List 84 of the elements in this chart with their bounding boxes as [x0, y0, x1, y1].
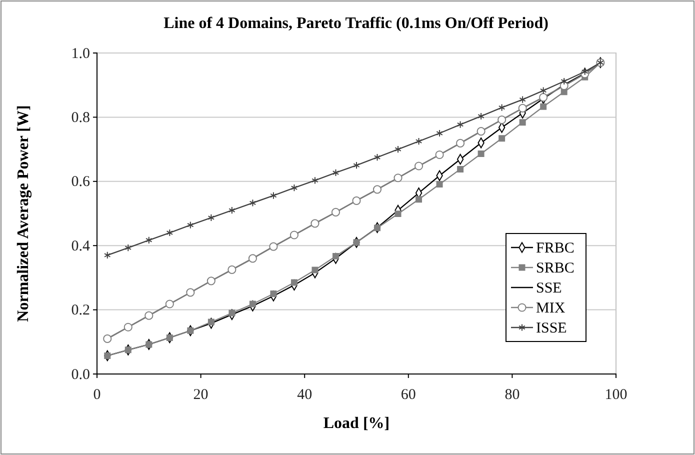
point	[166, 228, 174, 237]
point	[476, 127, 486, 136]
point	[269, 242, 278, 251]
point	[518, 104, 527, 112]
point	[165, 300, 174, 308]
point	[560, 77, 568, 86]
point	[187, 221, 194, 229]
point	[228, 310, 236, 316]
point	[208, 318, 214, 326]
point	[310, 219, 320, 228]
legend-label: SRBC	[536, 260, 574, 276]
x-tick-label: 80	[504, 387, 520, 403]
point	[332, 252, 339, 260]
point	[498, 115, 506, 124]
y-tick-label: 0.4	[71, 238, 90, 254]
point	[331, 208, 340, 216]
point	[372, 185, 382, 194]
point	[144, 311, 154, 320]
point	[519, 119, 526, 126]
point	[374, 154, 381, 162]
point	[456, 138, 465, 148]
point	[478, 150, 484, 158]
point	[416, 196, 422, 203]
point	[498, 104, 506, 112]
point	[582, 68, 588, 76]
point	[498, 135, 506, 142]
point	[457, 166, 464, 172]
point	[146, 236, 152, 244]
point	[540, 103, 547, 110]
y-tick-label: 1.0	[71, 46, 90, 62]
chart-title: Line of 4 Domains, Pareto Traffic (0.1ms On/Off Period)	[164, 15, 548, 32]
point	[394, 174, 402, 182]
y-tick-label: 0.2	[71, 302, 90, 319]
x-tick-label: 60	[400, 387, 416, 403]
point	[435, 150, 444, 160]
point	[124, 244, 132, 252]
point	[103, 334, 112, 343]
x-tick-label: 40	[297, 387, 312, 403]
y-axis-title: Normalized Average Power [W]	[15, 105, 32, 322]
point	[228, 206, 236, 214]
point	[519, 96, 526, 104]
point	[124, 346, 132, 354]
y-tick-label: 0.8	[71, 110, 90, 126]
point	[414, 162, 424, 170]
point	[478, 112, 484, 120]
legend-label: SSE	[536, 280, 562, 296]
y-tick-label: 0.6	[71, 174, 90, 190]
point	[394, 210, 402, 218]
point	[146, 341, 152, 348]
legend-label: MIX	[536, 300, 566, 316]
point	[352, 196, 361, 205]
point	[456, 120, 464, 128]
point	[436, 129, 443, 138]
point	[104, 352, 111, 359]
point	[415, 137, 422, 146]
point	[124, 322, 132, 332]
point	[312, 176, 318, 184]
point	[206, 276, 216, 286]
point	[186, 288, 195, 297]
legend-label: ISSE	[536, 320, 567, 336]
point	[540, 86, 547, 94]
point	[436, 181, 443, 188]
point	[394, 146, 402, 154]
x-tick-label: 20	[193, 387, 208, 403]
point	[270, 192, 277, 200]
point	[228, 265, 236, 274]
x-tick-label: 100	[604, 387, 628, 403]
point	[353, 239, 360, 246]
point	[187, 327, 194, 334]
point	[270, 290, 277, 297]
point	[332, 168, 340, 177]
point	[290, 184, 298, 192]
point	[353, 162, 360, 170]
point	[104, 251, 111, 260]
point	[539, 93, 548, 102]
point	[248, 254, 257, 263]
point	[312, 266, 318, 274]
legend-label: FRBC	[536, 240, 574, 256]
point	[249, 199, 256, 207]
point	[208, 214, 215, 222]
x-axis-title: Load [%]	[323, 415, 390, 432]
y-tick-label: 0.0	[71, 366, 90, 383]
point	[290, 230, 299, 240]
x-tick-label: 0	[93, 387, 101, 403]
